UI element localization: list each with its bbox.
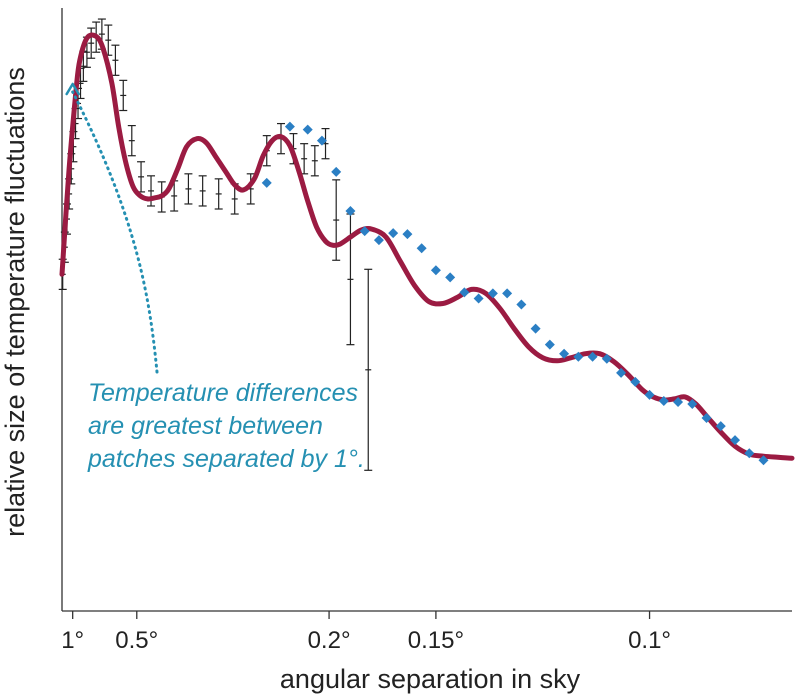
diamond-data-point [459,287,470,298]
error-bar-point [246,173,255,205]
diamond-data-point [284,121,295,132]
diamond-data-point [573,351,584,362]
annotation-text-line: patches separated by 1°. [87,445,365,473]
diamond-data-point [359,226,370,237]
diamond-data-point [373,235,384,246]
diamond-data-point [687,398,698,409]
error-bar-point [321,128,330,160]
diamond-data-point [530,323,541,334]
diamond-data-point [402,229,413,240]
diamond-data-point [430,265,441,276]
error-bar-point [332,179,341,261]
annotation-text-line: Temperature differences [88,379,358,407]
diamond-data-point [302,124,313,135]
diamond-data-point [487,288,498,299]
diamond-data-point [388,228,399,239]
diamond-data-point [261,177,272,188]
diamond-data-point [331,166,342,177]
diamond-data-point [744,448,755,459]
error-bar-point [310,145,319,177]
diamond-data-point [715,421,726,432]
x-axis-title: angular separation in sky [280,664,581,694]
error-bar-point [300,143,309,175]
diamond-data-point [416,243,427,254]
error-bar-point [184,173,193,205]
axes: 1° 0.5° 0.2° 0.15° 0.1° [61,8,792,654]
diamond-data-point [516,299,527,310]
diamond-data-point [673,396,684,407]
x-tick-label: 0.2° [308,627,351,654]
diamond-data-point [502,288,513,299]
x-tick-label: 0.15° [408,627,464,654]
x-tick-label: 0.1° [628,627,671,654]
annotation-arrowhead [65,82,80,96]
diamond-data-point [630,376,641,387]
diamond-data-point [345,206,356,217]
diamond-data-point [316,135,327,146]
diamond-data-point [616,367,627,378]
y-axis-title: relative size of temperature fluctuation… [0,67,30,537]
error-bar-point [119,79,128,112]
error-bar-point [137,161,146,193]
x-tick-label: 0.5° [115,627,158,654]
diamond-data-point [544,339,555,350]
diamond-data-point [701,413,712,424]
diamond-data-point [587,351,598,362]
error-bar-point [198,175,207,207]
diamond-data-point [758,455,769,466]
error-bar-point [364,268,373,471]
diamond-data-point [601,353,612,364]
error-bar-point [127,124,136,157]
annotation-layer: Temperature differences are greatest betw… [65,82,365,473]
diamond-data-point [644,389,655,400]
diamond-data-point [473,293,484,304]
diamond-data-point [730,435,741,446]
diamond-data-point [658,395,669,406]
annotation-arrow [71,90,159,374]
annotation-text-line: are greatest between [88,412,323,440]
series-layer [58,18,795,471]
diamond-data-point [445,272,456,283]
diamond-data-point [559,348,570,359]
error-bar-point [214,178,223,210]
x-tick-label: 1° [61,627,84,654]
error-bar-point [111,44,120,76]
